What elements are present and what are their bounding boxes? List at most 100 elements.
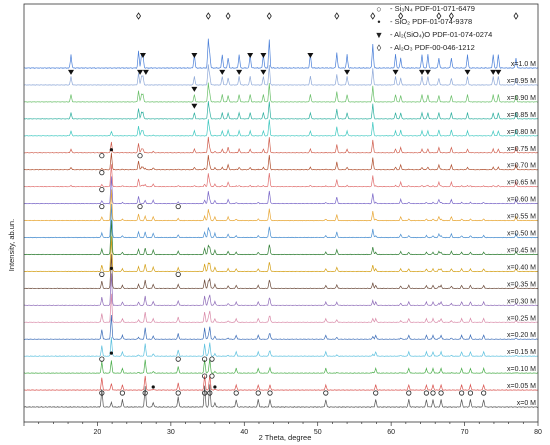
series-label: x=0.45 M: [507, 247, 536, 254]
series-line: [23, 136, 539, 154]
legend-item-si3n4: ○ - Si₃N₄ PDF-01-071-6479: [372, 2, 548, 15]
series-label: x=0.85 M: [507, 112, 536, 119]
series-label: x=0.95 M: [507, 78, 536, 85]
alumina-marker: [225, 12, 231, 20]
series-label: x=0.10 M: [507, 366, 536, 373]
mullite-marker: [424, 69, 431, 75]
si3n4-marker: [467, 390, 474, 396]
alumina-marker: [370, 12, 376, 20]
si3n4-marker: [423, 390, 429, 396]
series-label: x=0.80 M: [507, 129, 536, 136]
mullite-marker: [490, 69, 497, 75]
series-line: [24, 254, 539, 290]
alumina-marker: [398, 12, 404, 20]
si3n4-marker: [175, 356, 181, 362]
curve-labels-group: x=0 M x=0.05 M x=0.10 M x=0.15 M x=0.20 M x=0…: [507, 61, 536, 407]
series-line: [24, 293, 539, 324]
legend: ○ - Si₃N₄ PDF-01-071-6479 • - SiO₂ PDF-0…: [372, 2, 548, 54]
series-line: [23, 82, 539, 103]
si3n4-marker: [255, 390, 261, 396]
series-line: [23, 101, 539, 120]
series-label: x=0.90 M: [507, 95, 536, 102]
mullite-marker: [344, 69, 351, 75]
si3n4-marker: [406, 390, 412, 396]
sio2-marker: [109, 351, 113, 355]
series-line: [23, 203, 538, 239]
series-line: [24, 189, 539, 222]
alumina-marker: [205, 12, 211, 20]
series-line: [23, 176, 539, 205]
sio2-marker: [109, 266, 113, 270]
series-line: [23, 374, 539, 391]
si3n4-marker: [267, 390, 273, 396]
series-label: x=0.40 M: [507, 264, 536, 271]
si3n4-marker: [175, 203, 181, 210]
si3n4-marker: [207, 390, 213, 396]
alumina-marker: [334, 12, 340, 20]
series-line: [23, 64, 539, 86]
series-label: x=0.60 M: [507, 197, 536, 204]
si3n4-marker: [99, 356, 105, 362]
alumina-marker: [448, 12, 454, 20]
legend-label: - Si₃N₄ PDF-01-071-6479: [390, 4, 475, 13]
mullite-marker: [495, 69, 502, 75]
open-circle-icon: ○: [376, 3, 382, 14]
si3n4-marker: [202, 390, 208, 396]
series-label: x=0.65 M: [507, 180, 536, 187]
series-label: x=0.55 M: [507, 214, 536, 221]
series-line: [23, 119, 539, 137]
si3n4-marker: [119, 390, 125, 396]
series-line: [23, 384, 539, 408]
series-line: [23, 314, 538, 340]
si3n4-marker: [209, 356, 215, 362]
x-tick-label: 80: [534, 429, 542, 436]
series-line: [24, 219, 539, 256]
si3n4-marker: [209, 373, 215, 379]
series-label: x=0.30 M: [507, 298, 536, 305]
curves-group: [23, 38, 539, 408]
series-label: x=0.25 M: [507, 315, 536, 322]
mullite-marker: [236, 69, 243, 75]
axes-group: 20 30 40 50 60 70 80: [23, 3, 542, 436]
y-axis-label: Intensity, ab.un.: [7, 219, 16, 271]
alumina-marker: [266, 12, 272, 20]
si3n4-marker: [233, 390, 239, 396]
legend-label: - Al₂(SiO₄)O PDF-01-074-0274: [390, 30, 493, 39]
si3n4-marker: [137, 153, 143, 159]
sio2-marker: [151, 385, 155, 389]
si3n4-marker: [430, 390, 436, 396]
filled-triangle-icon: ▼: [374, 29, 384, 40]
series-line: [23, 358, 539, 374]
si3n4-marker: [202, 373, 208, 379]
si3n4-marker: [438, 390, 444, 396]
x-tick-label: 40: [240, 429, 248, 436]
x-tick-label: 70: [461, 429, 469, 436]
series-label: x=1.0 M: [511, 61, 536, 68]
legend-item-sio2: • - SiO₂ PDF-01-074-9378: [372, 15, 548, 28]
series-line: [24, 38, 539, 69]
si3n4-marker: [99, 187, 105, 193]
mullite-marker: [418, 69, 425, 75]
legend-label: - SiO₂ PDF-01-074-9378: [390, 17, 473, 26]
series-label: x=0.05 M: [507, 383, 536, 390]
series-label: x=0.50 M: [507, 231, 536, 238]
si3n4-marker: [99, 153, 105, 159]
series-label: x=0.70 M: [507, 163, 536, 170]
series-label: x=0.20 M: [507, 332, 536, 339]
mullite-marker: [191, 86, 198, 92]
si3n4-marker: [202, 356, 208, 362]
markers-group: [67, 12, 519, 396]
si3n4-marker: [175, 390, 181, 396]
mullite-marker: [464, 69, 471, 75]
series-label: x=0 M: [517, 400, 536, 407]
series-label: x=0.15 M: [507, 349, 536, 356]
x-tick-label: 50: [314, 429, 322, 436]
si3n4-marker: [459, 390, 465, 396]
x-tick-label: 20: [94, 429, 102, 436]
mullite-marker: [260, 52, 267, 58]
plot-frame: [23, 3, 539, 423]
si3n4-marker: [373, 390, 379, 396]
filled-dot-icon: •: [377, 16, 381, 27]
alumina-marker: [436, 12, 442, 20]
legend-item-alumina: ◊ - Al₂O₃ PDF-00-046-1212: [372, 41, 548, 54]
